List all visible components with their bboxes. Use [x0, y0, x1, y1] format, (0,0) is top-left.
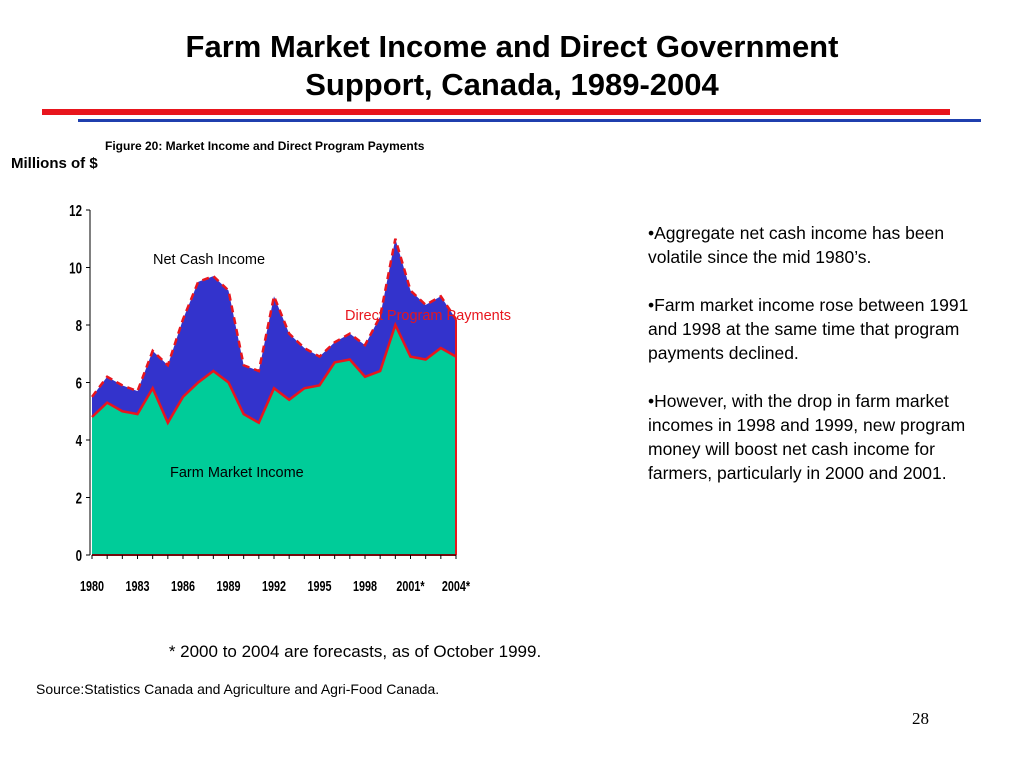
slide-title-line-2: Support, Canada, 1989-2004 [305, 67, 719, 102]
farm-market-income-area [92, 325, 456, 555]
source-note: Source:Statistics Canada and Agriculture… [36, 681, 440, 697]
forecast-footnote: * 2000 to 2004 are forecasts, as of Octo… [168, 642, 542, 661]
y-tick-label: 2 [76, 489, 83, 507]
bullet-list: •Aggregate net cash income has been vola… [648, 221, 988, 509]
y-tick-label: 8 [76, 316, 83, 334]
y-tick-label: 4 [76, 431, 83, 449]
title-rule-blue [78, 119, 981, 122]
x-tick-label: 1989 [217, 577, 241, 594]
y-tick-label: 0 [76, 546, 83, 564]
y-tick-label: 6 [76, 374, 83, 392]
y-axis-unit-label: Millions of $ [11, 155, 98, 172]
slide-title: Farm Market Income and Direct Government… [0, 28, 1024, 104]
series-annotation-label: Direct Program Payments [345, 308, 511, 324]
series-annotation-label: Net Cash Income [153, 252, 265, 268]
y-tick-label: 12 [69, 201, 82, 219]
title-rule-red [42, 109, 950, 115]
x-tick-label: 2001* [396, 577, 425, 594]
y-tick-label: 10 [69, 259, 82, 277]
bullet-item: •Farm market income rose between 1991 an… [648, 295, 969, 363]
x-tick-label: 1998 [353, 577, 377, 594]
x-tick-label: 1983 [126, 577, 150, 594]
figure-title: Figure 20: Market Income and Direct Prog… [105, 139, 425, 153]
net-cash-income-line [91, 238, 458, 398]
bullet-item: •Aggregate net cash income has been vola… [648, 223, 945, 267]
x-tick-label: 1992 [262, 577, 286, 594]
x-tick-label: 1995 [308, 577, 332, 594]
slide-title-line-1: Farm Market Income and Direct Government [185, 29, 839, 64]
x-tick-label: 1986 [171, 577, 195, 594]
x-tick-label: 1980 [80, 577, 104, 594]
farm-market-income-line [91, 321, 457, 426]
page-number: 28 [912, 709, 929, 728]
x-tick-label: 2004* [442, 577, 471, 594]
series-annotation-label: Farm Market Income [170, 465, 304, 481]
bullet-item: •However, with the drop in farm market i… [648, 391, 966, 483]
